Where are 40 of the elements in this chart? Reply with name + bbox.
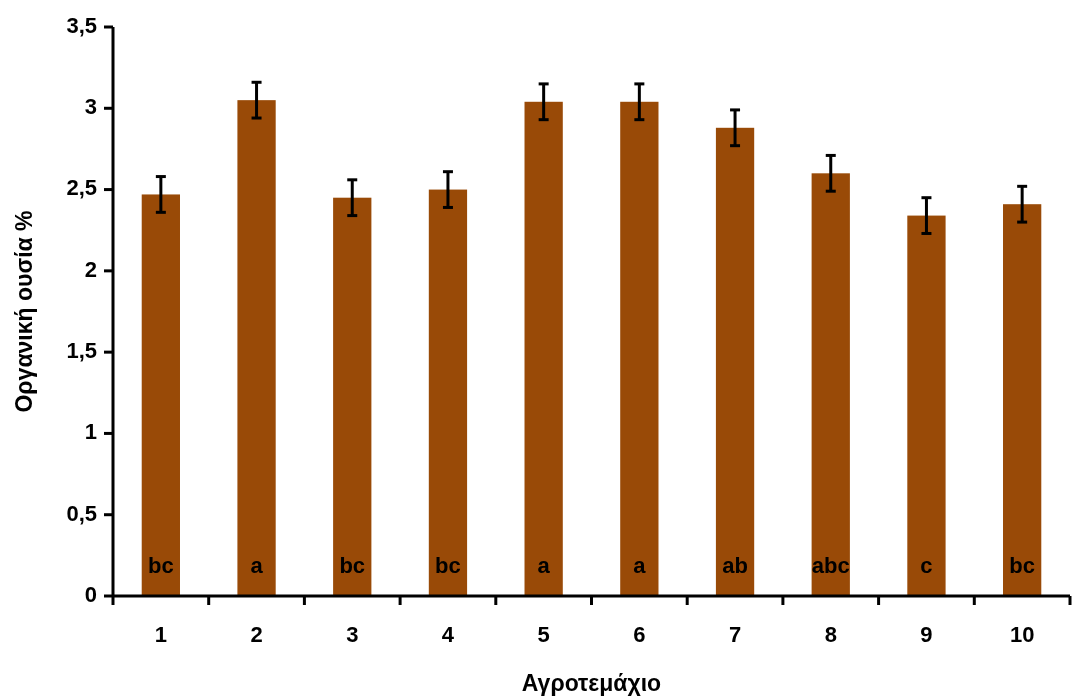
x-axis-title: Αγροτεμάχιο [521,670,662,696]
bar [524,101,563,596]
annotation: ab [722,552,748,578]
bar [237,100,276,596]
x-tick-label: 7 [728,622,742,647]
bar [141,194,180,596]
y-tick-label: 3,5 [66,12,97,38]
annotation: a [250,552,264,578]
bar [811,173,850,596]
y-tick-label: 3 [84,94,97,120]
annotation: bc [339,552,366,578]
bar [428,189,468,596]
annotation: abc [811,552,850,578]
annotation: a [537,552,551,578]
x-tick-label: 8 [824,622,837,647]
y-tick-label: 0,5 [66,500,97,526]
y-tick-label: 0 [84,581,97,607]
bar [333,197,372,596]
y-tick-label: 1,5 [66,337,97,363]
bar [715,127,755,596]
annotation: a [633,552,647,578]
y-tick-label: 2 [84,256,97,282]
x-tick-label: 6 [633,622,646,647]
bar [907,215,946,596]
x-tick-label: 10 [1009,622,1035,647]
annotation: c [920,552,933,578]
x-tick-label: 9 [920,622,933,647]
x-tick-label: 3 [346,622,359,647]
annotation: bc [148,552,174,578]
x-tick-label: 4 [441,622,455,647]
annotation: bc [1009,552,1035,578]
annotation: bc [435,552,461,578]
x-tick-label: 2 [250,622,263,647]
x-tick-label: 1 [154,622,167,647]
x-tick-label: 5 [537,622,550,647]
y-axis-title: Οργανική ουσία % [11,210,37,413]
bar [1003,204,1042,596]
y-tick-label: 1 [84,419,97,445]
y-tick-label: 2,5 [66,175,97,201]
bar [620,101,659,596]
